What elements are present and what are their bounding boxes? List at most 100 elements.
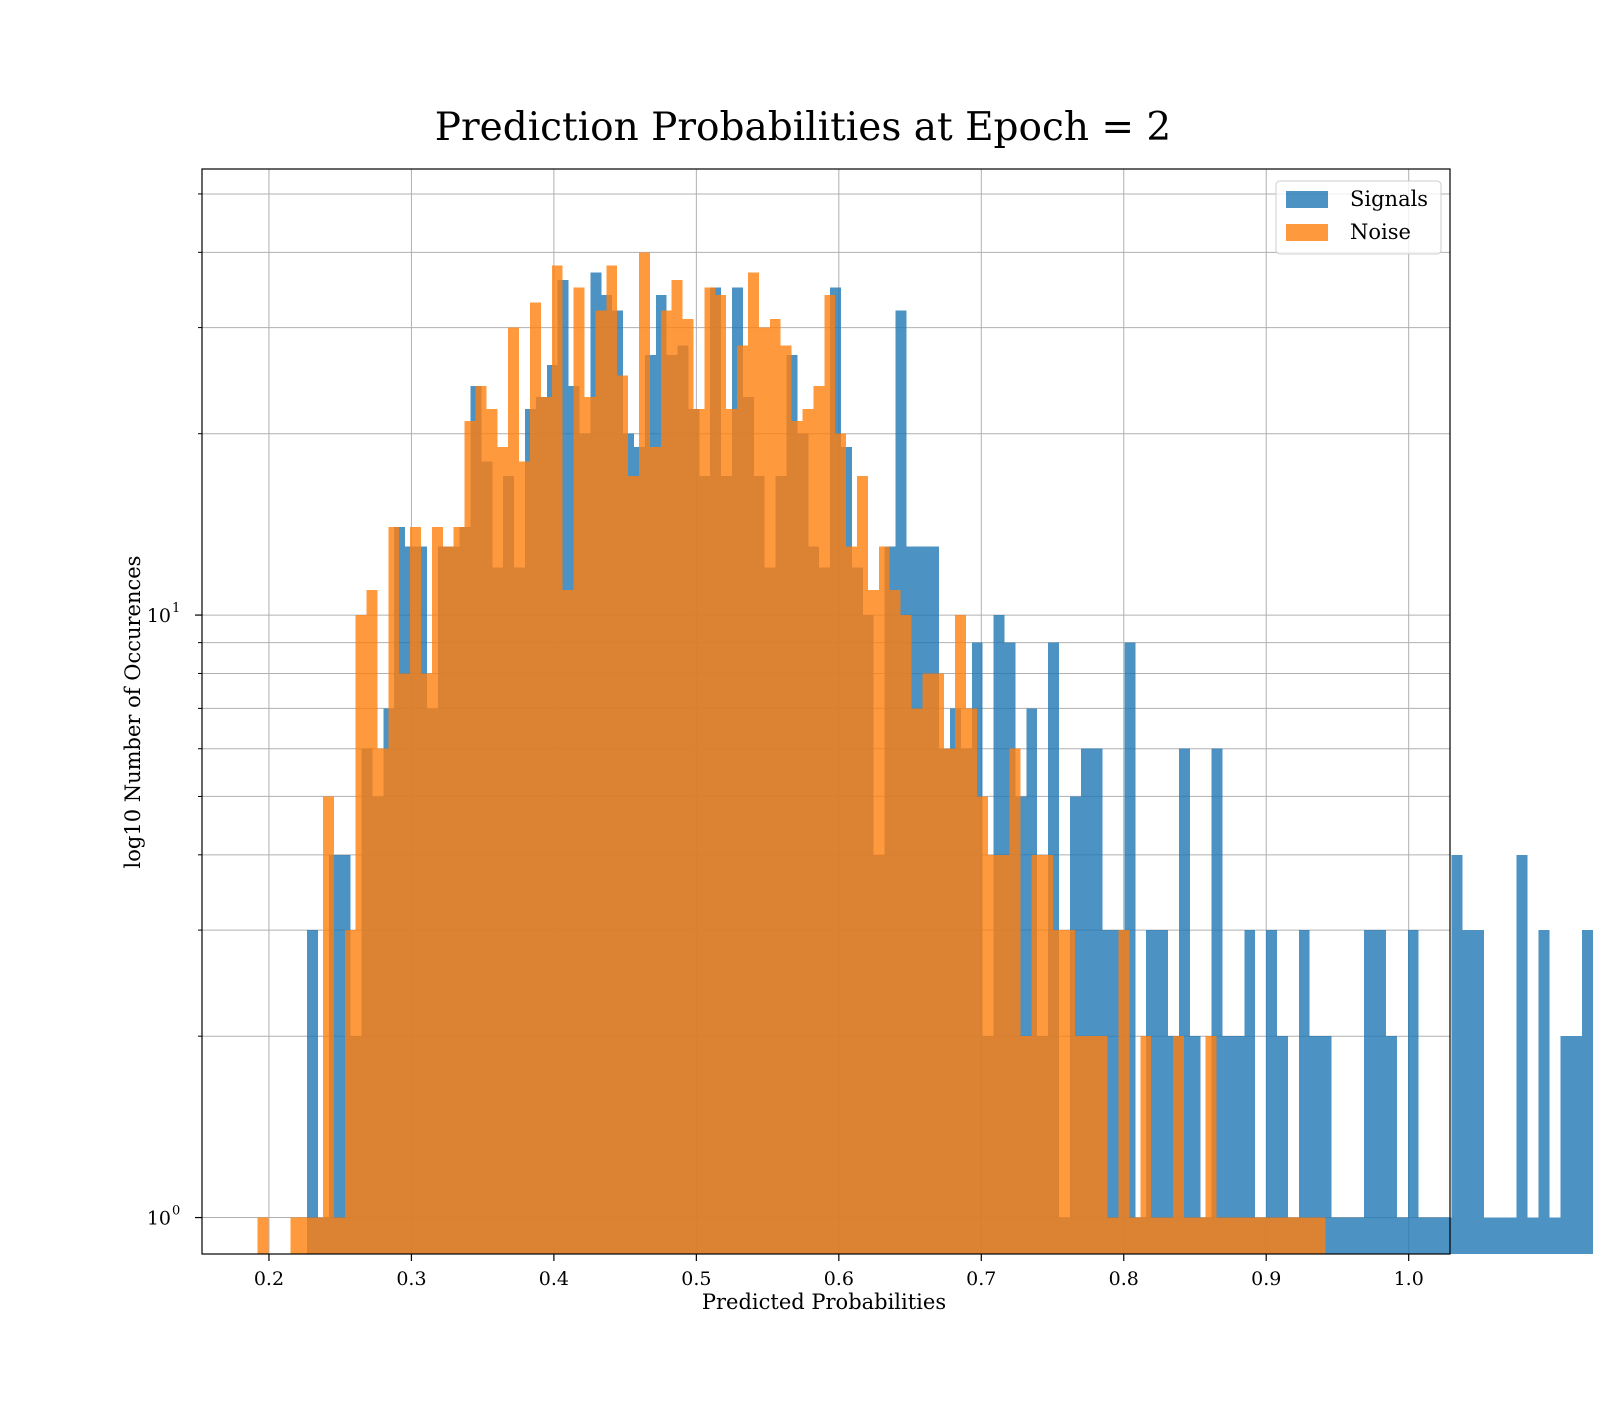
noise-bar [1260, 1217, 1272, 1254]
signals-bar [1080, 748, 1092, 1254]
noise-bar [955, 615, 966, 1254]
noise-bar [530, 302, 541, 1255]
noise-bar [998, 854, 1010, 1254]
noise-bar [1074, 1036, 1086, 1254]
legend-swatch-signals [1286, 191, 1328, 208]
signals-bar [1538, 930, 1550, 1254]
noise-bar [976, 796, 988, 1254]
noise-bar [649, 447, 661, 1254]
noise-bar [322, 796, 334, 1254]
noise-bar [1227, 1217, 1239, 1254]
noise-bar [399, 673, 411, 1254]
noise-bar [1238, 1217, 1250, 1254]
signals-bar [1233, 1036, 1245, 1254]
noise-bar [388, 527, 400, 1254]
x-tick-label: 0.5 [681, 1268, 711, 1290]
noise-bar [835, 433, 847, 1255]
legend-label-signals: Signals [1350, 187, 1428, 211]
signals-bar [1418, 1217, 1430, 1254]
signals-bar [1342, 1217, 1354, 1254]
noise-bar [1020, 1036, 1032, 1254]
signals-bar [1494, 1217, 1506, 1254]
noise-bar [1096, 1036, 1108, 1254]
signals-bar [306, 930, 318, 1254]
noise-bar [1314, 1217, 1326, 1254]
legend: Signals Noise [1275, 180, 1442, 255]
signals-bar [1484, 1217, 1495, 1254]
legend-label-noise: Noise [1350, 220, 1411, 244]
noise-bar [813, 385, 825, 1254]
noise-bar [628, 476, 640, 1255]
axes [201, 168, 1451, 1255]
noise-bar [856, 476, 868, 1255]
noise-bar [290, 1217, 302, 1254]
signals-bar [1385, 1036, 1397, 1254]
noise-bar [333, 1217, 345, 1254]
noise-bar [780, 345, 792, 1254]
noise-bar [1053, 930, 1065, 1254]
signals-bar [1429, 1217, 1441, 1254]
noise-bar [410, 527, 422, 1254]
noise-bar [726, 408, 738, 1254]
noise-bar [1031, 854, 1043, 1254]
noise-bar [671, 279, 683, 1255]
signals-bar [1298, 930, 1310, 1254]
noise-bar [606, 265, 618, 1254]
noise-bar [301, 1217, 313, 1254]
x-tick-label: 0.4 [539, 1268, 569, 1290]
noise-bar [1183, 1217, 1195, 1254]
noise-bar [1009, 748, 1021, 1254]
signals-bar [1353, 1217, 1365, 1254]
x-tick-label: 0.8 [1109, 1268, 1139, 1290]
plot-frame [201, 168, 1451, 1255]
noise-bar [1151, 1217, 1163, 1254]
noise-bar [1140, 1036, 1152, 1254]
signals-bar [1276, 1036, 1288, 1254]
noise-bar [1118, 930, 1130, 1254]
noise-bar [965, 708, 977, 1254]
signals-bar [1331, 1217, 1343, 1254]
signals-bar [1505, 1217, 1517, 1254]
noise-bar [1194, 1217, 1206, 1254]
x-tick-label: 0.3 [396, 1268, 426, 1290]
signals-bar [1375, 930, 1386, 1254]
noise-bar [987, 854, 999, 1254]
signals-bar [1560, 1036, 1572, 1254]
noise-bar [497, 447, 509, 1254]
signals-bar [1582, 930, 1594, 1254]
noise-bar [878, 546, 890, 1254]
signals-bar [1189, 1036, 1201, 1254]
noise-bar [540, 397, 552, 1254]
signals-bar [1124, 642, 1136, 1254]
legend-swatch-noise [1286, 224, 1328, 241]
noise-bar [846, 546, 857, 1254]
noise-bar [1162, 1217, 1174, 1254]
noise-bar [442, 546, 454, 1254]
noise-bar [944, 748, 956, 1254]
signals-bar [1266, 930, 1277, 1254]
x-tick-label: 0.9 [1251, 1268, 1281, 1290]
signals-bar [1571, 1036, 1583, 1254]
noise-bar [519, 461, 531, 1254]
noise-bar [1129, 1217, 1141, 1254]
signals-bar [1102, 930, 1114, 1254]
x-tick-label: 0.6 [824, 1268, 854, 1290]
noise-bar [639, 252, 650, 1254]
noise-bar [431, 527, 443, 1254]
signals-bar [1222, 1036, 1234, 1254]
noise-bar [1064, 930, 1075, 1254]
signals-bar [1015, 796, 1027, 1254]
noise-bar [453, 527, 465, 1254]
legend-entry-signals: Signals [1286, 187, 1428, 211]
signals-bar [1178, 748, 1190, 1254]
noise-bars [257, 252, 1326, 1255]
noise-bar [758, 327, 770, 1254]
noise-bar [824, 294, 836, 1254]
noise-bar [737, 345, 748, 1254]
noise-bar [704, 287, 716, 1255]
signals-bar [1462, 930, 1474, 1254]
signals-bar [1157, 930, 1168, 1254]
noise-bar [1042, 854, 1054, 1254]
y-tick-label: 10 [147, 605, 171, 627]
